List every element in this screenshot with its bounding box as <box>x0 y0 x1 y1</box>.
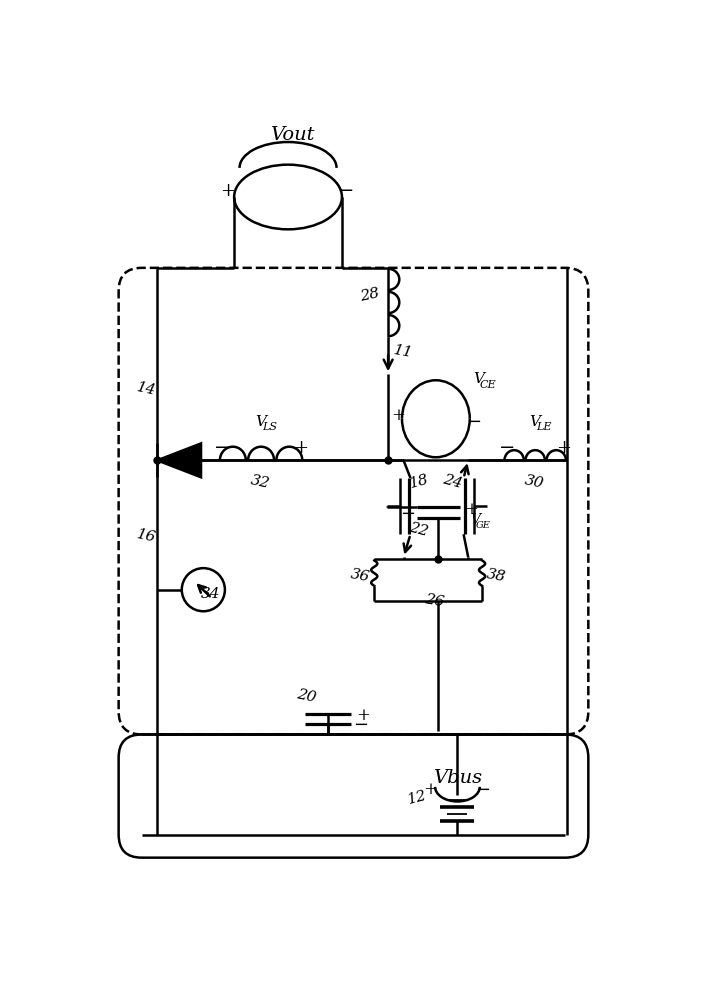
Text: LS: LS <box>262 422 277 432</box>
Text: −: − <box>338 182 354 200</box>
Text: V: V <box>255 415 266 429</box>
Polygon shape <box>157 443 201 477</box>
Text: 30: 30 <box>524 473 545 491</box>
Text: V: V <box>529 415 540 429</box>
Text: −: − <box>466 413 481 431</box>
Text: 18: 18 <box>408 473 430 491</box>
Text: 38: 38 <box>485 567 507 584</box>
Text: −: − <box>400 505 415 523</box>
Text: 34: 34 <box>201 587 221 601</box>
Text: +: + <box>556 439 571 457</box>
Text: 20: 20 <box>296 687 318 705</box>
Text: 26: 26 <box>423 593 445 610</box>
Text: 11: 11 <box>393 343 414 360</box>
Text: +: + <box>221 182 236 200</box>
Text: Vout: Vout <box>270 126 314 144</box>
Text: 22: 22 <box>408 520 430 539</box>
Text: −: − <box>214 439 230 457</box>
Text: V: V <box>472 372 484 386</box>
Text: +: + <box>293 439 308 457</box>
Text: 16: 16 <box>135 527 157 545</box>
Text: 36: 36 <box>350 567 372 584</box>
Text: +: + <box>464 501 478 518</box>
Text: −: − <box>353 716 368 734</box>
Text: 28: 28 <box>359 286 381 304</box>
Text: 32: 32 <box>250 473 271 491</box>
Text: CE: CE <box>479 380 496 390</box>
Text: −: − <box>498 439 515 457</box>
Text: V: V <box>470 513 480 527</box>
Text: 14: 14 <box>135 381 157 398</box>
Text: LE: LE <box>536 422 552 432</box>
Text: 12: 12 <box>406 788 428 807</box>
Text: −: − <box>475 781 491 799</box>
Text: Vbus: Vbus <box>433 769 482 787</box>
Text: 24: 24 <box>442 473 464 491</box>
Text: GE: GE <box>475 521 490 530</box>
Text: +: + <box>423 781 437 798</box>
Text: +: + <box>356 707 369 724</box>
Text: +: + <box>391 407 405 424</box>
